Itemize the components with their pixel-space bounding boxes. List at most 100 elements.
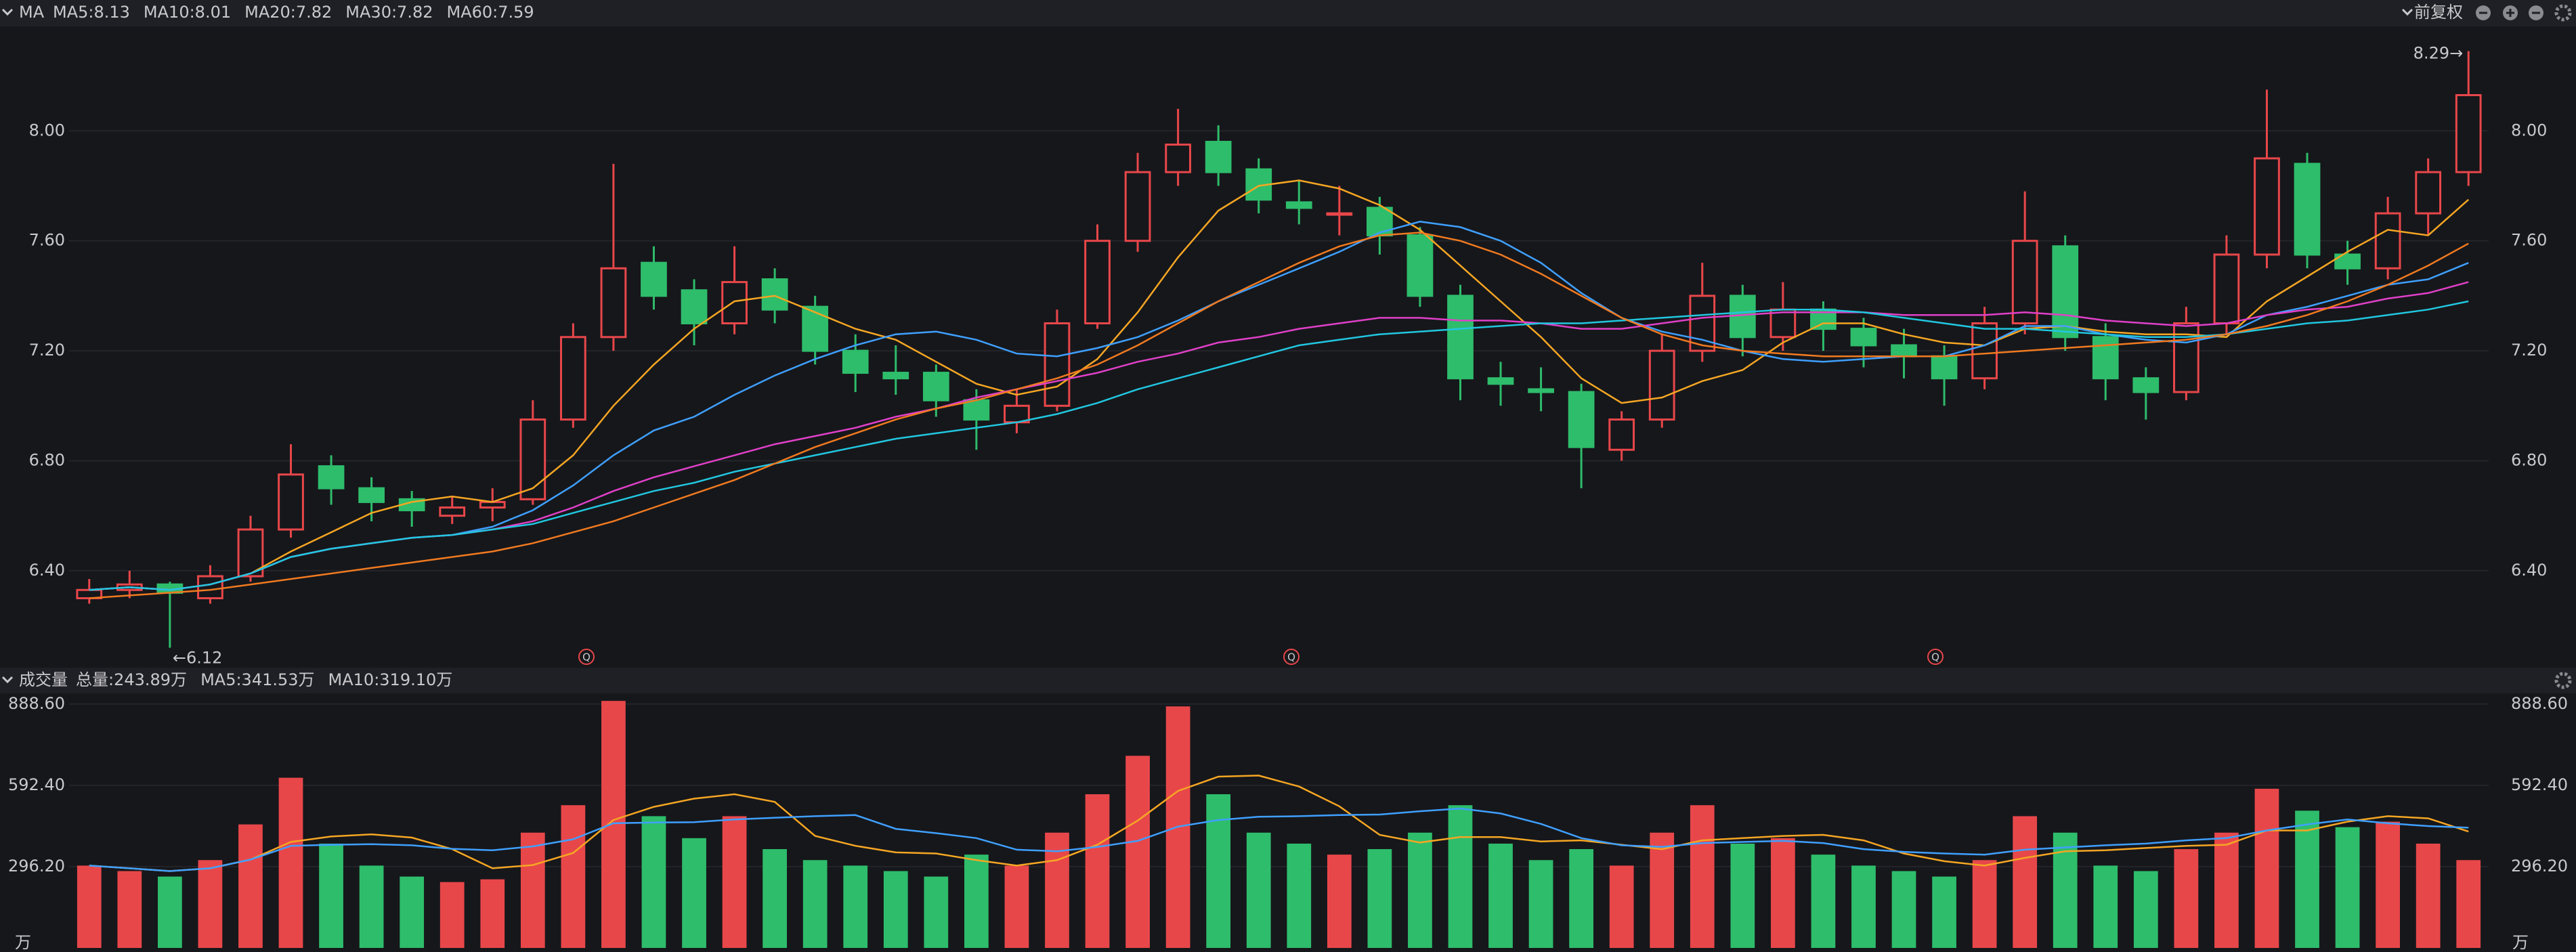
zoom-out[interactable] [2476, 5, 2491, 20]
volume-bar [278, 777, 303, 948]
legend-entry: MA10:8.01 [144, 3, 231, 22]
volume-bar [520, 832, 545, 948]
volume-bar [2093, 865, 2118, 948]
event-label: Q [582, 651, 591, 664]
reset[interactable] [2529, 5, 2543, 20]
y-tick-label: 6.40 [29, 561, 65, 580]
candle-body [922, 372, 949, 402]
legend-entry: MA5:341.53万 [200, 670, 314, 689]
adjust-select[interactable]: 前复权 [2414, 3, 2463, 22]
dropdown-icon[interactable] [2401, 8, 2413, 16]
legend-entry: MA60:7.59 [446, 3, 534, 22]
volume-bar [77, 865, 102, 948]
volume-bar [722, 816, 747, 948]
volume-bar [1811, 854, 1836, 948]
candle-body [802, 305, 829, 352]
candle-body [1205, 141, 1232, 173]
candle-body [2294, 163, 2321, 256]
candle-body [2011, 240, 2038, 324]
volume-bar [1891, 871, 1916, 948]
volume-bar [2416, 843, 2441, 948]
y-tick-label-right: 888.60 [2511, 694, 2568, 713]
volume-label: 成交量 [19, 670, 68, 689]
volume-bar [2295, 810, 2319, 948]
volume-bar [763, 849, 787, 948]
event-marker [1283, 649, 1300, 665]
volume-bar [1528, 860, 1553, 948]
volume-bar [1246, 832, 1271, 948]
legend-entry: 总量:243.89万 [76, 670, 187, 689]
candle-body [2374, 212, 2401, 269]
candle-body [1487, 377, 1514, 385]
volume-bar [359, 865, 384, 948]
volume-settings[interactable] [2554, 672, 2572, 689]
candle-body [439, 506, 466, 517]
candle-body [1769, 308, 1797, 339]
candle-body [519, 418, 546, 500]
y-tick-label-right: 592.40 [2511, 775, 2568, 794]
candle-body [2213, 253, 2240, 324]
y-tick-label-right: 8.00 [2511, 121, 2547, 139]
low-annotation: ←6.12 [173, 649, 223, 668]
y-tick-label-right: 7.60 [2511, 231, 2547, 250]
candle-body [1931, 355, 1958, 380]
volume-bar [439, 882, 465, 948]
candle-body [1891, 344, 1917, 358]
candle-body [1285, 201, 1312, 209]
indicator-label[interactable]: MA [19, 3, 45, 22]
volume-bar [1771, 838, 1795, 948]
ma-line [89, 179, 2470, 591]
candle-body [197, 575, 223, 599]
high-annotation: 8.29→ [2413, 44, 2464, 63]
candle-body [1326, 212, 1353, 216]
y-tick-label: 6.80 [29, 450, 65, 469]
candle-body [1004, 404, 1030, 424]
candle-body [358, 487, 385, 503]
legend-entry: MA20:7.82 [244, 3, 332, 22]
y-tick-label: 888.60 [8, 694, 65, 713]
candle-body [2334, 253, 2361, 269]
volume-bar [2174, 849, 2199, 948]
volume-bar [1004, 865, 1029, 948]
candle-body [963, 399, 990, 421]
candle-body [842, 349, 869, 374]
settings[interactable] [2554, 4, 2572, 22]
volume-bar [1569, 849, 1593, 948]
event-marker [1927, 649, 1944, 665]
volume-bar [2214, 832, 2239, 948]
volume-bar [1650, 832, 1675, 948]
ma-line [89, 807, 2469, 872]
volume-bar [319, 843, 343, 948]
candle-body [318, 465, 345, 490]
volume-bar [117, 871, 142, 948]
candle-body [1528, 388, 1554, 393]
volume-bar [601, 701, 626, 948]
volume-bar [2053, 832, 2078, 948]
candle-body [1608, 418, 1635, 451]
event-label: Q [1287, 651, 1295, 664]
volume-bar [1609, 865, 1634, 948]
collapse-icon[interactable] [1, 8, 14, 16]
legend-entry: MA5:8.13 [53, 3, 130, 22]
candle-body [1044, 322, 1071, 407]
volume-bar [0, 668, 2576, 693]
volume-bar [2376, 821, 2400, 948]
volume-bar [1851, 865, 1876, 948]
candle-body [1124, 171, 1151, 242]
volume-bar [924, 876, 949, 948]
candle-body [1850, 328, 1877, 347]
volume-bar [400, 876, 425, 948]
zoom-in[interactable] [2503, 5, 2518, 20]
candle-body [76, 588, 103, 599]
volume-bar [2133, 871, 2158, 948]
candle-body [1447, 295, 1474, 380]
volume-bar [964, 854, 989, 948]
ma-line [89, 300, 2469, 591]
volume-bar [1125, 756, 1150, 948]
volume-bar [1932, 876, 1956, 948]
volume-bar [1972, 860, 1997, 948]
y-tick-label-right: 6.40 [2511, 561, 2547, 580]
y-tick-label: 7.20 [29, 341, 65, 360]
candle-body [600, 267, 627, 339]
collapse-icon[interactable] [1, 676, 14, 684]
